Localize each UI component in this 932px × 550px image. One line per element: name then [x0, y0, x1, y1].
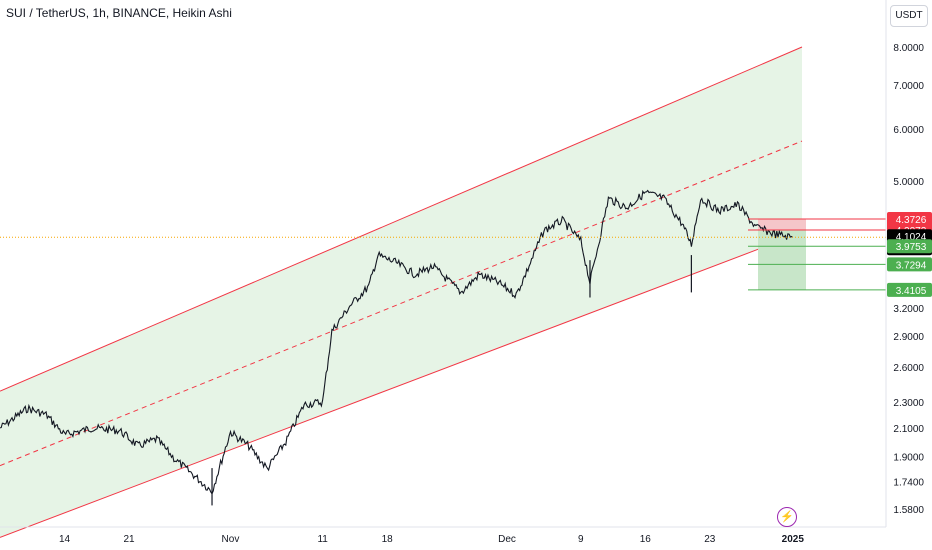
x-tick-label: 18	[382, 534, 394, 545]
stop-loss-zone	[758, 219, 806, 231]
price-line-layer	[0, 189, 794, 506]
chart-title: SUI / TetherUS, 1h, BINANCE, Heikin Ashi	[6, 6, 232, 20]
y-tick-label: 2.3000	[893, 398, 924, 409]
currency-selector[interactable]: USDT	[890, 5, 928, 27]
channel-fill	[0, 47, 802, 538]
channel-mid-line	[0, 140, 803, 467]
x-tick-label: 23	[704, 534, 716, 545]
price-series	[0, 189, 794, 495]
y-tick-label: 7.0000	[893, 81, 924, 92]
y-tick-label: 1.5800	[893, 505, 924, 516]
x-tick-label: 16	[640, 534, 652, 545]
take-profit-zone	[758, 230, 806, 290]
channel-lower-line	[0, 232, 803, 538]
price-label-bg	[887, 212, 932, 227]
x-tick-label: 2025	[782, 534, 805, 545]
channel-layer	[0, 46, 803, 538]
y-tick-label: 2.6000	[893, 363, 924, 374]
x-tick-label: Dec	[498, 534, 516, 545]
y-tick-label: 3.2000	[893, 304, 924, 315]
y-axis[interactable]: 8.0000 7.0000 6.0000 5.0000 3.2000 2.9000 2.60…	[885, 0, 932, 527]
price-label: 3.4105	[896, 286, 927, 297]
y-tick-label: 8.0000	[893, 43, 924, 54]
price-label-bg	[887, 282, 932, 297]
price-label: 4.3726	[896, 215, 927, 226]
lightning-icon[interactable]: ⚡	[777, 507, 797, 527]
price-label-bg	[887, 257, 932, 272]
y-tick-label: 1.7400	[893, 478, 924, 489]
price-label: 3.9753	[896, 242, 927, 253]
y-tick-label: 2.1000	[893, 424, 924, 435]
position-zones	[758, 219, 806, 290]
x-tick-label: 9	[578, 534, 584, 545]
level-lines	[0, 218, 886, 291]
x-tick-label: 21	[123, 534, 135, 545]
channel-upper-line	[0, 46, 803, 392]
x-tick-label: 11	[317, 534, 328, 545]
price-label: 4.1024	[896, 232, 927, 243]
y-tick-label: 5.0000	[893, 177, 924, 188]
x-tick-label: Nov	[222, 534, 240, 545]
price-label: 3.7294	[896, 260, 927, 271]
y-tick-label: 1.9000	[893, 452, 924, 463]
x-axis[interactable]: 14 21 Nov 11 18 Dec 9 16 23 2025	[0, 526, 886, 545]
x-tick-label: 14	[59, 534, 71, 545]
price-label-bg	[887, 239, 932, 254]
y-tick-label: 6.0000	[893, 125, 924, 136]
y-tick-label: 2.9000	[893, 332, 924, 343]
